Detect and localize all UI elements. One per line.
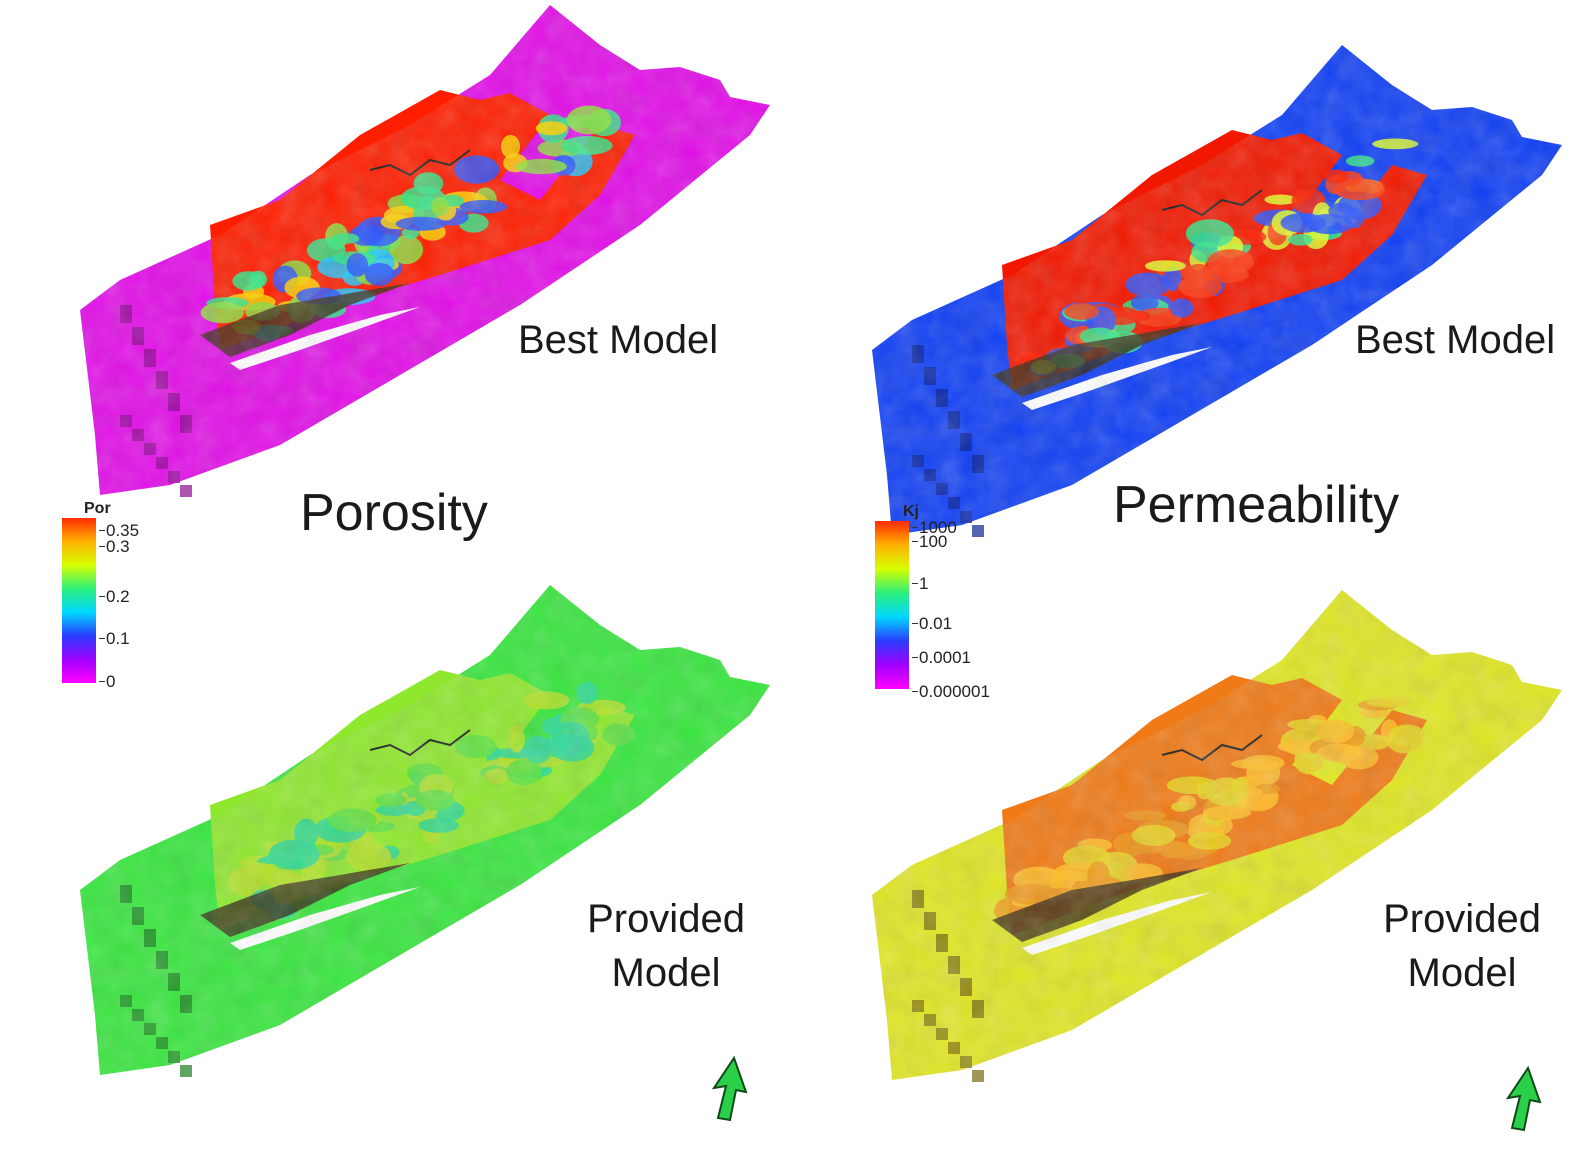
permeability-tick: 0.01: [911, 614, 953, 633]
permeability-legend-title: Kj: [903, 503, 919, 520]
permeability-tick: 1: [911, 574, 929, 593]
stair-block: [180, 485, 192, 497]
provided-model-label-line2: Model: [611, 951, 721, 995]
provided-model-label-porosity: Provided Model: [578, 892, 754, 1000]
porosity-tick: 0.3: [99, 537, 130, 556]
surface-texture: [872, 45, 1562, 535]
provided-model-label-line1: Provided: [1383, 897, 1541, 941]
arrow-shape: [711, 1055, 748, 1122]
best-model-label-permeability: Best Model: [1355, 318, 1556, 362]
permeability-heading: Permeability: [1113, 476, 1400, 534]
north-arrow-icon: [711, 1055, 748, 1122]
best-model-label-porosity: Best Model: [518, 318, 719, 362]
porosity-tick: 0.1: [99, 629, 130, 648]
permeability-tick: 0.0001: [912, 648, 971, 667]
permeability-best-model-view: [872, 45, 1562, 537]
stair-block: [972, 1070, 984, 1082]
arrow-shape: [1505, 1065, 1542, 1132]
permeability-tick: 100: [911, 532, 948, 551]
surface-texture: [872, 590, 1562, 1080]
porosity-tick: 0: [98, 672, 116, 691]
porosity-heading: Porosity: [300, 484, 488, 542]
porosity-colorbar: [62, 518, 96, 683]
permeability-tick: 0.000001: [912, 682, 990, 701]
permeability-tick: 1000: [912, 518, 957, 537]
porosity-provided-model-view: [80, 585, 770, 1077]
stair-block: [972, 525, 984, 537]
surface-texture: [80, 585, 770, 1075]
north-arrow-icon: [1505, 1065, 1542, 1132]
provided-model-label-line2: Model: [1407, 951, 1517, 995]
provided-model-label-line1: Provided: [587, 897, 745, 941]
stair-block: [180, 1065, 192, 1077]
permeability-colorbar: [875, 521, 909, 689]
porosity-tick: 0.2: [99, 587, 130, 606]
porosity-tick: 0.35: [98, 521, 140, 540]
porosity-best-model-view: [80, 5, 770, 497]
permeability-provided-model-view: [872, 590, 1562, 1082]
surface-texture: [80, 5, 770, 495]
porosity-legend-title: Por: [84, 500, 111, 517]
provided-model-label-permeability: Provided Model: [1374, 892, 1550, 1000]
